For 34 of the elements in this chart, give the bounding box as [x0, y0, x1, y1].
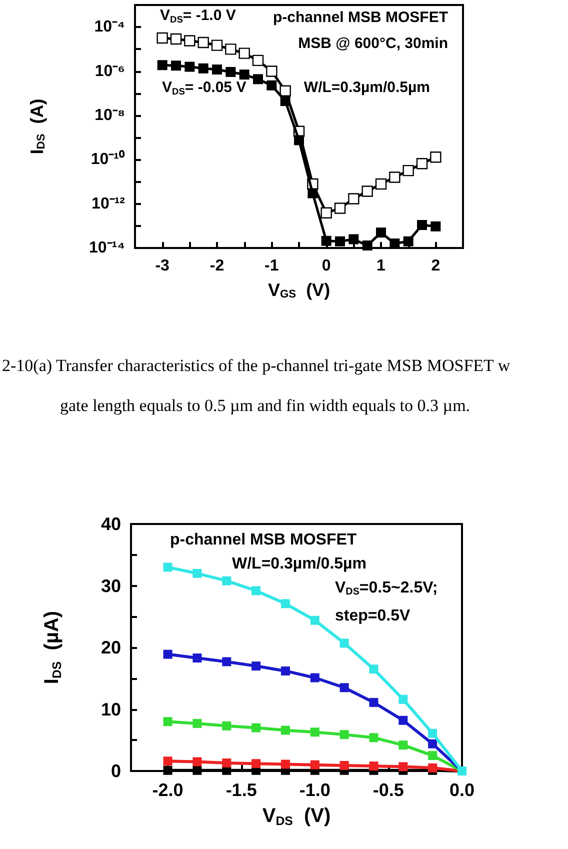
annotation: step=0.5V	[335, 608, 410, 624]
y-tick-label: 20	[100, 638, 121, 658]
annotation: W/L=0.3µm/0.5µm	[304, 79, 430, 96]
y-axis-title: IDS (A)	[27, 98, 48, 154]
y-tick-label: 10	[100, 699, 121, 720]
y-tick-label: 40	[100, 514, 121, 534]
y-tick-label: 10⁻¹⁴	[88, 240, 126, 256]
y-tick-label: 10⁻⁴	[94, 18, 126, 36]
y-tick-label: 10⁻¹²	[92, 195, 125, 212]
text: 2-10(a) Transfer characteristics of the p-channel tri-gate MSB MOSFET w	[2, 356, 511, 375]
y-tick-label: 10⁻¹⁰	[90, 150, 125, 168]
x-tick-label: -1	[264, 258, 279, 274]
y-axis-title: IDS (µA)	[41, 610, 64, 684]
x-tick-label: -2.0	[152, 780, 184, 800]
y-tick-label: 30	[100, 576, 121, 596]
annotation: p-channel MSB MOSFET	[170, 532, 357, 548]
x-tick-label: 1	[376, 258, 386, 274]
annotation: p-channel MSB MOSFET	[272, 9, 448, 26]
annotation: MSB @ 600°C, 30min	[298, 35, 448, 52]
x-tick-label: -1.0	[299, 780, 330, 800]
y-tick-label: 10⁻⁸	[94, 106, 125, 124]
series-label: VDS= -1.0 V	[160, 7, 236, 24]
x-tick-label: -1.5	[226, 780, 257, 800]
x-tick-label: -0.5	[372, 780, 404, 800]
x-tick-label: 0	[322, 258, 331, 274]
x-tick-label: 0.0	[449, 780, 475, 800]
series-label: VDS= -0.05 V	[162, 79, 246, 96]
x-tick-label: -3	[155, 258, 170, 274]
x-tick-label: 2	[431, 258, 440, 274]
y-tick-label: 0	[110, 761, 121, 781]
annotation: W/L=0.3µm/0.5µm	[232, 556, 366, 572]
x-tick-label: -2	[210, 258, 224, 274]
y-tick-label: 10⁻⁶	[94, 62, 125, 80]
text: gate length equals to 0.5 µm and fin width equals to 0.3 µm.	[60, 396, 470, 415]
